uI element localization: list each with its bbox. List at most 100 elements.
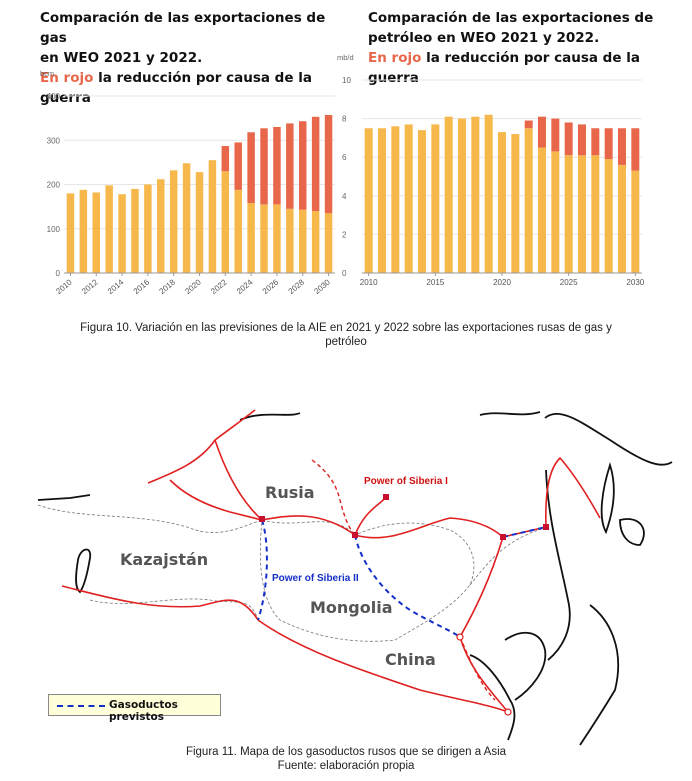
bar-reduction	[311, 116, 320, 212]
pipeline-north-west	[147, 439, 216, 484]
pipeline-node	[352, 532, 358, 538]
pipeline-kazakhstan	[61, 585, 259, 621]
bar-base	[298, 209, 307, 273]
y-tick-label: 0	[56, 269, 61, 278]
bar-reduction	[298, 121, 307, 210]
pipeline-endpoint	[456, 633, 464, 641]
y-tick-label: 200	[47, 181, 61, 190]
bar-base	[564, 155, 573, 273]
bar-reduction	[221, 146, 230, 172]
kamchatka-coast	[544, 412, 673, 466]
pipeline-south	[257, 619, 509, 713]
y-tick-label: 300	[47, 136, 61, 145]
bar-base	[182, 163, 191, 273]
bar-reduction	[591, 128, 600, 156]
x-tick-label: 2015	[426, 278, 444, 287]
bar-reduction	[564, 122, 573, 156]
bar-base	[511, 134, 520, 273]
y-tick-label: 8	[342, 115, 347, 124]
bar-base	[418, 130, 426, 273]
red-label: En rojo	[368, 50, 422, 66]
oil-exports-chart: 0 2 4 6 8 10 mb/d 2010 2015 2020 2025 2030	[337, 53, 645, 287]
oil-chart-title: Comparación de las exportaciones de petr…	[368, 10, 654, 86]
bar-reduction	[631, 128, 640, 171]
bar-reduction	[604, 128, 613, 160]
bar-reduction	[524, 120, 533, 129]
bar-base	[144, 184, 152, 273]
pipeline-endpoint	[504, 708, 512, 716]
map-label-russia: Rusia	[265, 483, 315, 502]
bar-base	[471, 116, 480, 273]
map-legend: Gasoductos previstos	[48, 694, 221, 723]
y-axis-unit-label: bcm	[40, 69, 54, 78]
bar-reduction	[538, 116, 546, 148]
y-tick-label: 100	[47, 225, 61, 234]
bar-base	[131, 188, 139, 273]
pipeline-planned-mongolia	[354, 534, 461, 638]
border-kazakhstan-china	[89, 598, 259, 621]
bar-base	[324, 213, 333, 273]
pipeline-trunk	[169, 479, 356, 536]
bar-base	[208, 160, 217, 273]
pipeline-east	[354, 517, 547, 539]
bar-base	[66, 193, 75, 273]
map-label-china: China	[385, 650, 436, 669]
bar-reduction	[260, 128, 268, 205]
bar-base	[247, 203, 255, 273]
power-siberia-2-route	[257, 519, 268, 621]
y-tick-label: 10	[342, 76, 351, 85]
pipeline-east-coast	[545, 456, 601, 528]
bar-base	[631, 170, 640, 273]
coastline-top	[239, 412, 301, 421]
pipeline-power-siberia-1	[354, 496, 387, 536]
bar-base	[391, 126, 400, 273]
bar-base	[364, 128, 373, 273]
bar-base	[221, 171, 230, 273]
coastline-arctic	[479, 411, 541, 416]
gas-chart-title: Comparación de las exportaciones de gas …	[40, 10, 326, 106]
bar-reduction	[578, 124, 586, 156]
bar-base	[618, 164, 626, 273]
pipeline-node	[543, 524, 549, 530]
x-tick-label: 2025	[560, 278, 578, 287]
pipeline-china-north	[459, 536, 509, 713]
map-label-kazakhstan: Kazajstán	[120, 550, 208, 569]
bar-base	[551, 151, 560, 273]
bar-base	[157, 179, 165, 273]
bar-base	[578, 155, 586, 273]
pipeline-node	[500, 534, 506, 540]
bar-base	[169, 170, 178, 273]
pipeline-dashed-north	[311, 459, 356, 536]
west-border	[37, 494, 91, 501]
bar-base	[498, 132, 506, 273]
bar-reduction	[247, 132, 255, 204]
bar-base	[524, 128, 533, 273]
x-tick-label: 2020	[493, 278, 511, 287]
pipeline-planned-east	[502, 526, 547, 538]
bar-base	[484, 114, 493, 274]
japan-honshu	[579, 604, 620, 746]
pipeline-node	[259, 516, 265, 522]
y-tick-label: 400	[47, 92, 61, 101]
bar-base	[79, 189, 88, 273]
korea-peninsula	[504, 632, 547, 701]
y-tick-label: 6	[342, 153, 347, 162]
bar-reduction	[551, 118, 560, 152]
y-axis-unit-label: mb/d	[337, 53, 354, 62]
east-coast	[545, 469, 571, 661]
border-russia-kazakhstan	[37, 504, 263, 533]
bar-base	[404, 124, 413, 273]
bar-base	[591, 155, 600, 273]
y-tick-label: 4	[342, 192, 347, 201]
bar-base	[444, 116, 453, 273]
caspian-sea	[75, 548, 92, 594]
bar-base	[195, 172, 204, 273]
bar-base	[378, 128, 386, 273]
legend-label: Gasoductos previstos	[109, 699, 178, 723]
y-tick-label: 0	[342, 269, 347, 278]
bar-base	[92, 192, 101, 273]
bar-base	[260, 204, 268, 273]
figure10-caption: Figura 10. Variación en las previsiones …	[80, 322, 612, 348]
map-label-mongolia: Mongolia	[310, 598, 393, 617]
